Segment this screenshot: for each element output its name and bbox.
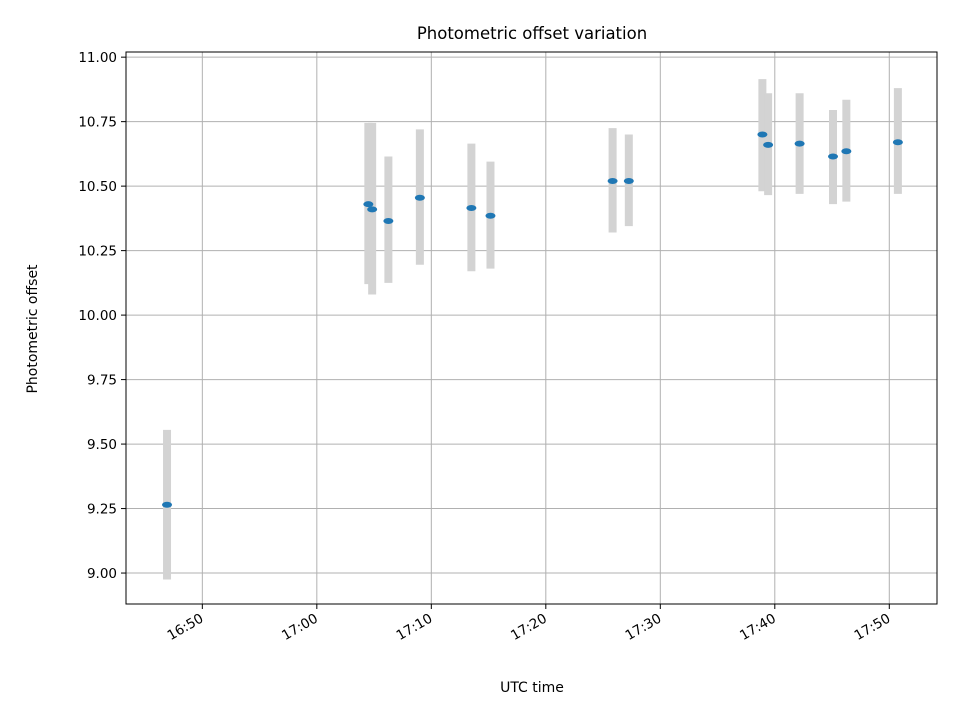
- chart-title: Photometric offset variation: [417, 24, 647, 43]
- data-point: [623, 177, 634, 184]
- data-points: [162, 131, 903, 508]
- y-tick-label: 9.25: [87, 502, 117, 518]
- data-point: [607, 177, 618, 184]
- data-point: [414, 194, 425, 201]
- data-point: [828, 153, 839, 160]
- y-tick-label: 11.00: [78, 50, 117, 66]
- y-tick-label: 9.00: [87, 566, 117, 582]
- y-tick-label: 10.00: [78, 308, 117, 324]
- y-tick-label: 10.50: [78, 179, 117, 195]
- plot-area-frame: [125, 51, 938, 605]
- data-point: [757, 131, 768, 138]
- data-point: [363, 201, 374, 208]
- data-point: [485, 212, 496, 219]
- y-tick-label: 9.50: [87, 437, 117, 453]
- data-point: [794, 140, 805, 147]
- y-tick-label: 10.75: [78, 115, 117, 131]
- y-tick-label: 10.25: [78, 244, 117, 260]
- data-point: [763, 141, 774, 148]
- data-point: [383, 217, 394, 224]
- data-point: [162, 501, 173, 508]
- data-point: [841, 148, 852, 155]
- y-tick-label: 9.75: [87, 373, 117, 389]
- x-axis-label: UTC time: [500, 680, 564, 696]
- data-point: [367, 206, 378, 213]
- data-point: [466, 205, 477, 212]
- y-axis-label: Photometric offset: [25, 264, 41, 394]
- data-point: [892, 139, 903, 146]
